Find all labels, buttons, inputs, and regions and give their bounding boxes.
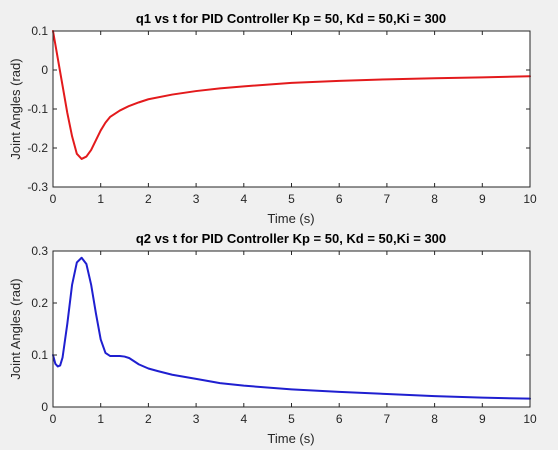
x-tick-label-bottom: 7 [384, 412, 391, 426]
chart-top: 0 1 2 3 4 5 6 7 8 9 10 -0.3 -0.2 -0.1 0 0.1 q1 vs t for… [8, 11, 537, 226]
y-tick-label-top: -0.1 [27, 102, 48, 116]
y-tick-label-top: -0.3 [27, 180, 48, 194]
x-tick-label-top: 4 [240, 192, 247, 206]
x-tick-label-bottom: 1 [97, 412, 104, 426]
x-tick-label-bottom: 9 [479, 412, 486, 426]
x-tick-label-bottom: 5 [288, 412, 295, 426]
x-tick-label-top: 1 [97, 192, 104, 206]
x-tick-label-top: 0 [50, 192, 57, 206]
x-tick-label-top: 5 [288, 192, 295, 206]
plot-area-bottom [53, 251, 530, 407]
x-tick-label-bottom: 8 [431, 412, 438, 426]
x-tick-label-bottom: 4 [240, 412, 247, 426]
series-layer-bottom [52, 256, 531, 400]
x-tick-label-top: 6 [336, 192, 343, 206]
x-tick-label-top: 2 [145, 192, 152, 206]
x-tick-label-bottom: 0 [50, 412, 57, 426]
plot-area-top [53, 31, 530, 187]
axes-layer-top: 0 1 2 3 4 5 6 7 8 9 10 -0.3 -0.2 -0.1 0 0.1 [27, 24, 537, 206]
y-axis-label-top: Joint Angles (rad) [8, 58, 23, 159]
series-layer-top [52, 30, 531, 160]
y-tick-label-bottom: 0.2 [31, 296, 48, 310]
series-line-top-0 [52, 30, 531, 160]
axes-layer-bottom: 0 1 2 3 4 5 6 7 8 9 10 0 0.1 0.2 0.3 [31, 244, 537, 426]
x-tick-label-top: 9 [479, 192, 486, 206]
y-axis-label-bottom: Joint Angles (rad) [8, 278, 23, 379]
x-axis-label-top: Time (s) [267, 211, 314, 226]
series-line-bottom-0 [52, 256, 531, 400]
x-tick-label-bottom: 2 [145, 412, 152, 426]
y-tick-label-top: -0.2 [27, 141, 48, 155]
y-tick-label-top: 0 [41, 63, 48, 77]
x-axis-label-bottom: Time (s) [267, 431, 314, 446]
x-tick-label-bottom: 10 [523, 412, 537, 426]
x-tick-label-top: 7 [384, 192, 391, 206]
y-tick-label-bottom: 0.3 [31, 244, 48, 258]
chart-bottom: 0 1 2 3 4 5 6 7 8 9 10 0 0.1 0.2 0.3 q2 vs t for PID C… [8, 231, 537, 446]
y-tick-label-top: 0.1 [31, 24, 48, 38]
x-tick-label-top: 10 [523, 192, 537, 206]
chart-title-bottom: q2 vs t for PID Controller Kp = 50, Kd =… [136, 231, 446, 246]
y-tick-label-bottom: 0 [41, 400, 48, 414]
chart-title-top: q1 vs t for PID Controller Kp = 50, Kd =… [136, 11, 446, 26]
x-tick-label-bottom: 6 [336, 412, 343, 426]
x-tick-label-top: 3 [193, 192, 200, 206]
y-tick-label-bottom: 0.1 [31, 348, 48, 362]
x-tick-label-top: 8 [431, 192, 438, 206]
x-tick-label-bottom: 3 [193, 412, 200, 426]
